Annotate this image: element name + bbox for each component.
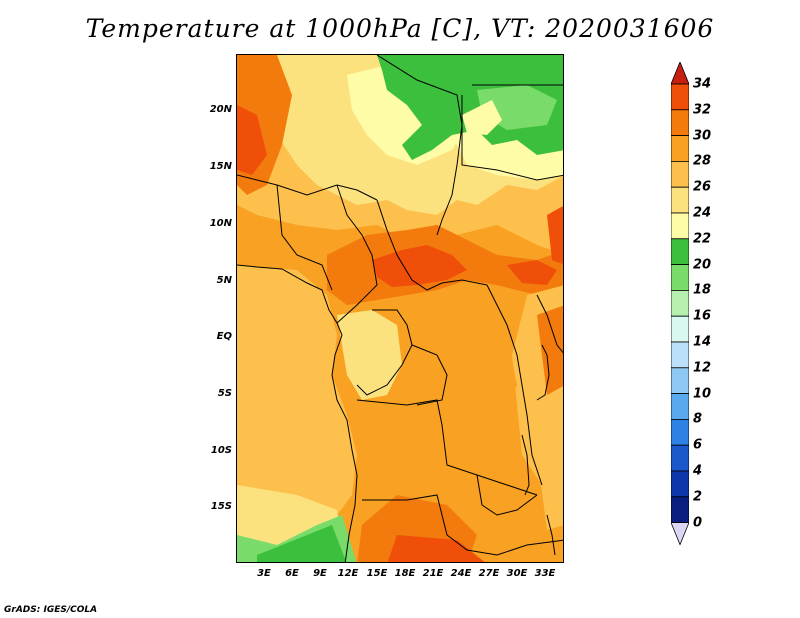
temp-band-ocean-26-28 xyxy=(237,265,357,520)
y-tick-label: 15N xyxy=(209,161,232,172)
colorbar-cell xyxy=(671,135,689,162)
colorbar-cell xyxy=(671,238,689,266)
colorbar-cell xyxy=(671,83,689,111)
colorbar-label: 4 xyxy=(693,463,703,479)
colorbar-cell xyxy=(671,470,689,498)
temp-band-32-34-east xyxy=(507,260,557,285)
colorbar-label: 8 xyxy=(693,411,703,427)
colorbar-cell xyxy=(671,161,689,188)
colorbar-label: 2 xyxy=(693,489,703,505)
y-tick-label: 20N xyxy=(209,104,232,115)
y-tick-label: 15S xyxy=(210,501,232,512)
temp-band-20-22 xyxy=(377,55,563,160)
temp-band-angola-32-34 xyxy=(387,535,485,562)
x-tick-label: 18E xyxy=(394,568,416,579)
x-tick-label: 30E xyxy=(506,568,528,579)
y-tick-label: 5S xyxy=(217,388,232,399)
y-tick-label: EQ xyxy=(216,331,232,342)
x-tick-label: 6E xyxy=(285,568,299,579)
chart-title: Temperature at 1000hPa [C], VT: 20200316… xyxy=(85,14,715,43)
colorbar-label: 14 xyxy=(693,334,712,350)
country-boundaries xyxy=(237,55,563,562)
temp-band-highlands-30-32 xyxy=(537,305,563,395)
temp-band-highlands-26-28-south xyxy=(537,450,563,530)
colorbar-cell xyxy=(671,444,689,472)
colorbar-cell xyxy=(671,393,689,420)
y-tick-label: 5N xyxy=(216,275,232,286)
temp-band-32-34-central xyxy=(372,245,467,287)
colorbar-label: 12 xyxy=(693,360,712,376)
colorbar-top-arrow xyxy=(671,62,689,85)
temp-band-32-34-far-east xyxy=(547,206,563,265)
colorbar-label: 18 xyxy=(693,282,712,298)
temp-band-ocean-20-22 xyxy=(257,525,347,562)
colorbar-label: 10 xyxy=(693,386,712,402)
x-tick-label: 9E xyxy=(313,568,327,579)
colorbar-cell xyxy=(671,418,689,446)
colorbar-cell xyxy=(671,289,689,317)
colorbar-cell xyxy=(671,264,689,291)
colorbar-label: 30 xyxy=(693,128,712,144)
x-tick-label: 24E xyxy=(450,568,472,579)
colorbar-label: 34 xyxy=(693,76,712,92)
colorbar-label: 6 xyxy=(693,437,703,453)
colorbar-cell xyxy=(671,367,689,394)
temp-band-basin-28-30 xyxy=(402,315,517,445)
y-tick-label: 10N xyxy=(209,218,232,229)
temp-band-22-24-pocket xyxy=(462,100,502,135)
colorbar-label: 32 xyxy=(693,102,712,118)
colorbar-cell xyxy=(671,496,689,523)
colorbar-label: 20 xyxy=(693,257,712,273)
colorbar-cell xyxy=(671,315,689,343)
x-tick-label: 3E xyxy=(257,568,271,579)
x-tick-label: 27E xyxy=(478,568,500,579)
colorbar-cell xyxy=(671,212,689,240)
colorbar-label: 0 xyxy=(693,515,703,531)
x-tick-label: 15E xyxy=(366,568,388,579)
colorbar-cell xyxy=(671,109,689,136)
colorbar-cell xyxy=(671,341,689,369)
x-tick-label: 12E xyxy=(337,568,359,579)
temp-band-32-34-west xyxy=(237,105,267,175)
x-tick-label: 21E xyxy=(422,568,444,579)
temperature-field xyxy=(237,55,563,562)
colorbar-label: 26 xyxy=(693,179,712,195)
footer-credit: GrADS: IGES/COLA xyxy=(4,605,98,615)
colorbar xyxy=(671,62,689,546)
colorbar-label: 16 xyxy=(693,308,712,324)
colorbar-label: 22 xyxy=(693,231,712,247)
temperature-map xyxy=(236,54,564,563)
colorbar-label: 24 xyxy=(693,205,712,221)
temp-band-coast-24-26 xyxy=(337,310,402,400)
y-tick-label: 10S xyxy=(210,445,232,456)
x-tick-label: 33E xyxy=(534,568,556,579)
colorbar-cell xyxy=(671,186,689,214)
colorbar-bottom-arrow xyxy=(671,522,689,546)
colorbar-label: 28 xyxy=(693,153,712,169)
